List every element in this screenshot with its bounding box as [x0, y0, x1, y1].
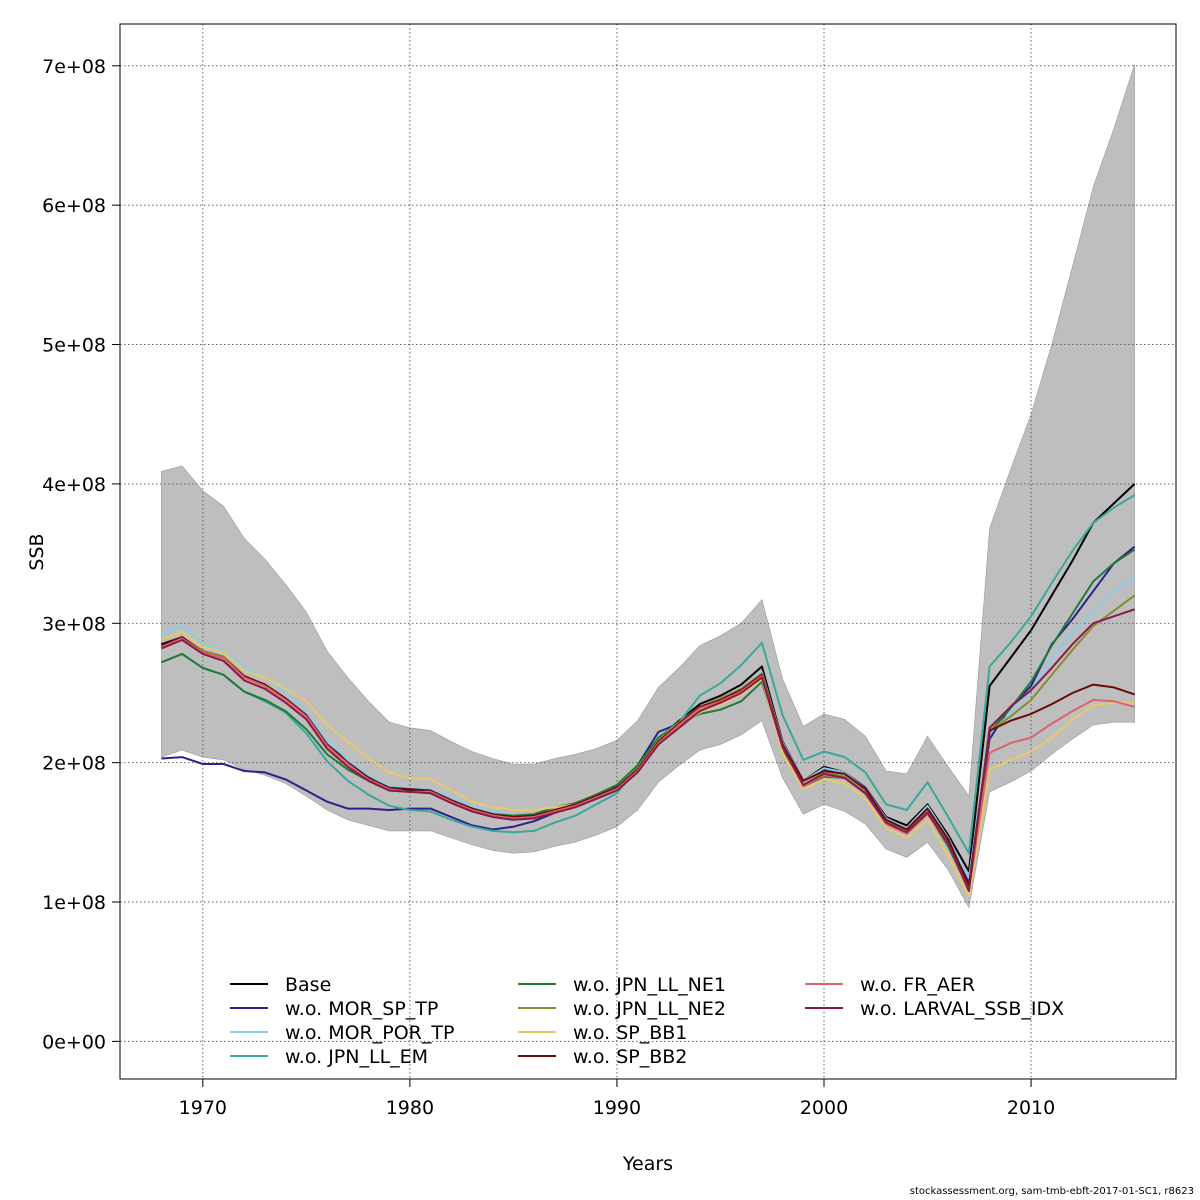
y-tick-label: 0e+00 — [42, 1031, 106, 1053]
legend-label-w-o-jpn-ll-ne1: w.o. JPN_LL_NE1 — [573, 974, 726, 996]
x-tick-label: 1970 — [179, 1097, 227, 1119]
y-tick-label: 3e+08 — [42, 613, 106, 635]
x-tick-label: 2000 — [800, 1097, 848, 1119]
x-tick-label: 1990 — [593, 1097, 641, 1119]
y-tick-label: 4e+08 — [42, 474, 106, 496]
legend-label-w-o-fr-aer: w.o. FR_AER — [860, 974, 975, 996]
x-tick-label: 1980 — [386, 1097, 434, 1119]
y-tick-label: 5e+08 — [42, 335, 106, 357]
y-tick-label: 1e+08 — [42, 892, 106, 914]
legend-label-w-o-jpn-ll-ne2: w.o. JPN_LL_NE2 — [573, 998, 726, 1020]
y-axis-title: SSB — [26, 533, 48, 570]
x-tick-label: 2010 — [1007, 1097, 1055, 1119]
legend-label-w-o-mor-por-tp: w.o. MOR_POR_TP — [285, 1022, 454, 1044]
legend-label-w-o-sp-bb1: w.o. SP_BB1 — [573, 1022, 687, 1044]
series-line-w-o-larval-ssb-idx — [161, 608, 1135, 892]
footer-source-text: stockassessment.org, sam-tmb-ebft-2017-0… — [909, 1186, 1194, 1197]
plot-frame — [119, 23, 1177, 1080]
confidence-band — [161, 64, 1135, 909]
y-tick-label: 6e+08 — [42, 195, 106, 217]
legend-label-w-o-larval-ssb-idx: w.o. LARVAL_SSB_IDX — [860, 998, 1064, 1020]
y-tick-label: 2e+08 — [42, 753, 106, 775]
legend-label-w-o-jpn-ll-em: w.o. JPN_LL_EM — [285, 1046, 428, 1068]
x-axis-title: Years — [622, 1153, 673, 1175]
legend-label-w-o-sp-bb2: w.o. SP_BB2 — [573, 1046, 687, 1068]
y-tick-label: 7e+08 — [42, 56, 106, 78]
legend-label-w-o-mor-sp-tp: w.o. MOR_SP_TP — [285, 998, 438, 1020]
plot-content: 1970 1980 1990 2000 2010 0e+00 1e+08 2e+08 3e+08… — [42, 23, 1177, 1119]
legend-label-base: Base — [285, 974, 331, 996]
